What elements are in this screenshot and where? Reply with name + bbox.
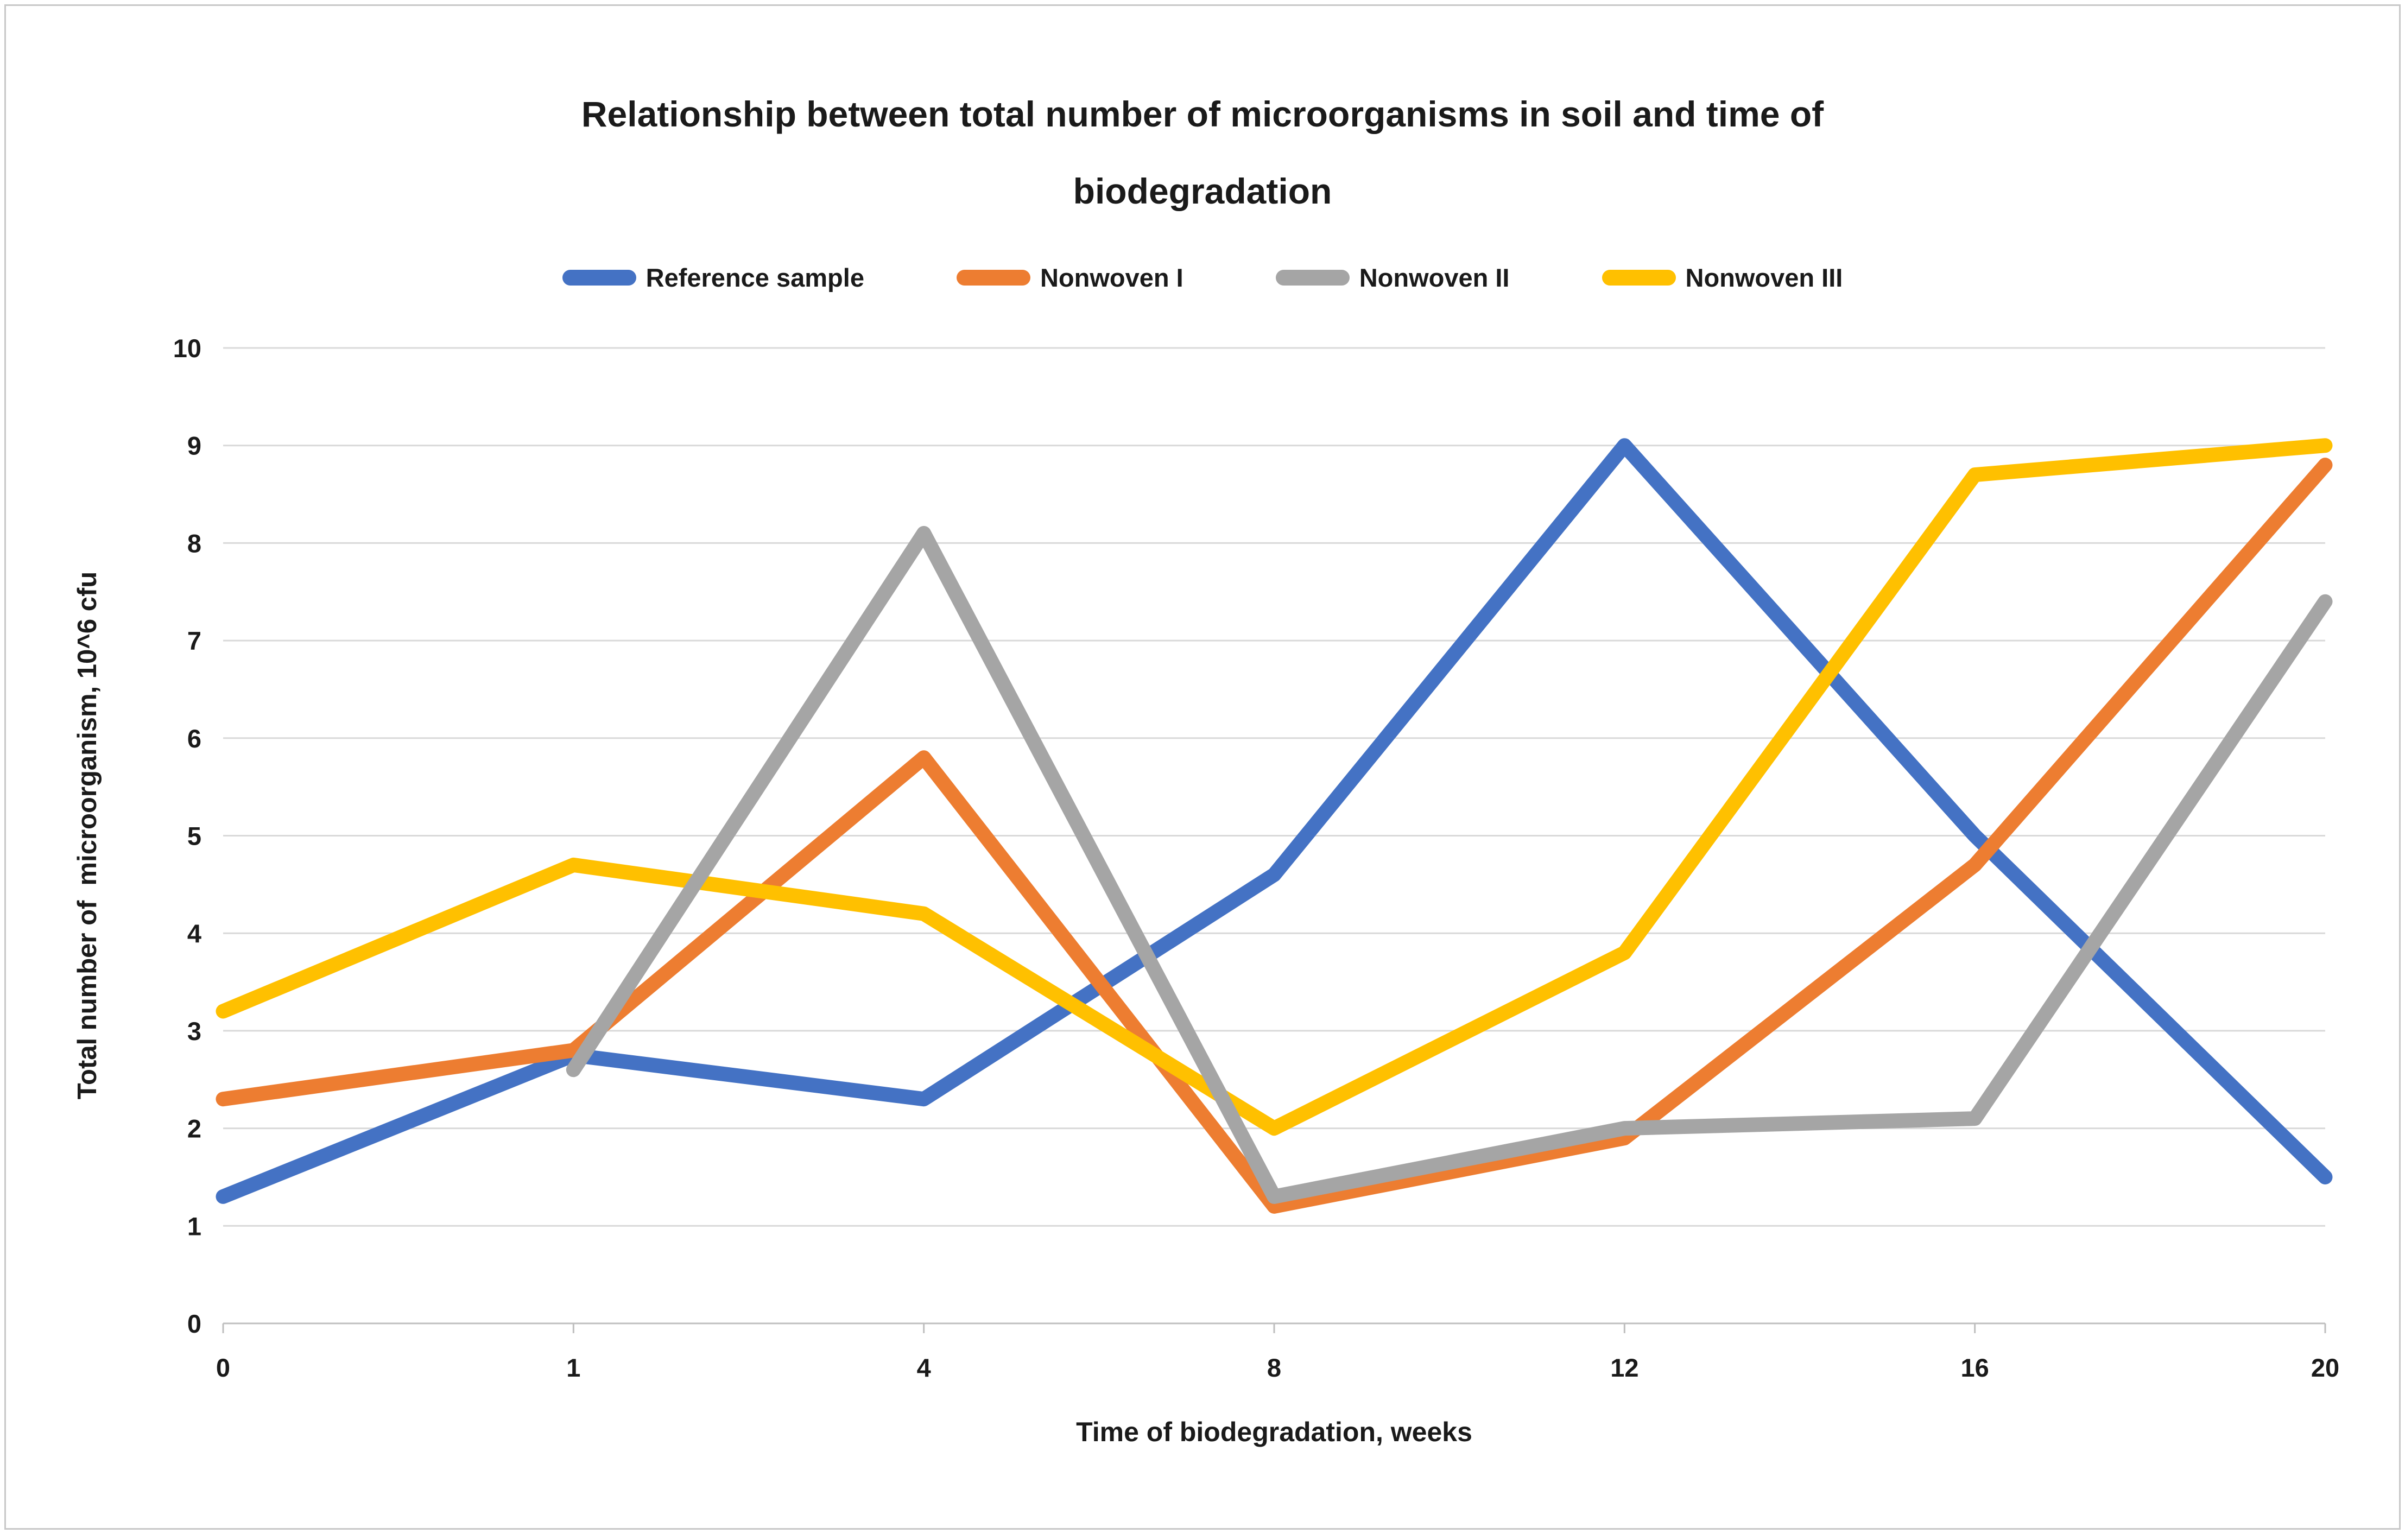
legend-marker-nonwoven-1 bbox=[956, 269, 1030, 286]
legend-label-nonwoven-3: Nonwoven III bbox=[1685, 263, 1843, 292]
series-line-nonwoven-iii bbox=[216, 438, 2333, 1136]
x-axis-title: Time of biodegradation, weeks bbox=[1076, 1417, 1472, 1447]
chart-title-line2: biodegradation bbox=[1073, 171, 1332, 211]
legend-marker-reference-sample bbox=[562, 269, 636, 286]
legend-item-nonwoven-1: Nonwoven I bbox=[956, 263, 1183, 293]
legend-marker-nonwoven-2 bbox=[1275, 269, 1350, 286]
chart-title-line1: Relationship between total number of mic… bbox=[581, 94, 1824, 134]
y-tick-label-9: 9 bbox=[187, 432, 201, 460]
x-tick-label-1: 1 bbox=[566, 1353, 580, 1382]
legend-label-reference-sample: Reference sample bbox=[645, 263, 864, 292]
y-tick-label-3: 3 bbox=[187, 1017, 201, 1045]
x-tick-label-16: 16 bbox=[1961, 1353, 1989, 1382]
y-tick-label-10: 10 bbox=[173, 334, 201, 363]
legend-item-nonwoven-3: Nonwoven III bbox=[1602, 263, 1843, 293]
y-tick-label-5: 5 bbox=[187, 822, 201, 851]
y-tick-label-0: 0 bbox=[187, 1309, 201, 1338]
y-tick-label-6: 6 bbox=[187, 724, 201, 753]
series-line-nonwoven-ii bbox=[566, 525, 2333, 1204]
x-tick-label-0: 0 bbox=[216, 1353, 230, 1382]
chart-title: Relationship between total number of mic… bbox=[6, 75, 2399, 230]
legend-label-nonwoven-2: Nonwoven II bbox=[1359, 263, 1510, 292]
legend: Reference sample Nonwoven I Nonwoven II … bbox=[6, 253, 2399, 302]
legend-label-nonwoven-1: Nonwoven I bbox=[1040, 263, 1183, 292]
x-tick-label-8: 8 bbox=[1267, 1353, 1281, 1382]
chart-frame: Relationship between total number of mic… bbox=[4, 4, 2401, 1530]
y-tick-label-2: 2 bbox=[187, 1114, 201, 1143]
y-tick-label-7: 7 bbox=[187, 626, 201, 655]
y-axis-title: Total number of microorganism, 10^6 cfu bbox=[73, 571, 102, 1100]
series-line-nonwoven-i bbox=[216, 458, 2333, 1214]
x-tick-label-20: 20 bbox=[2311, 1353, 2339, 1382]
y-tick-label-8: 8 bbox=[187, 529, 201, 557]
y-tick-label-1: 1 bbox=[187, 1212, 201, 1240]
x-tick-label-4: 4 bbox=[917, 1353, 931, 1382]
legend-item-reference-sample: Reference sample bbox=[562, 263, 864, 293]
x-tick-label-12: 12 bbox=[1610, 1353, 1638, 1382]
legend-item-nonwoven-2: Nonwoven II bbox=[1275, 263, 1510, 293]
y-tick-label-4: 4 bbox=[187, 919, 201, 948]
legend-marker-nonwoven-3 bbox=[1602, 269, 1676, 286]
